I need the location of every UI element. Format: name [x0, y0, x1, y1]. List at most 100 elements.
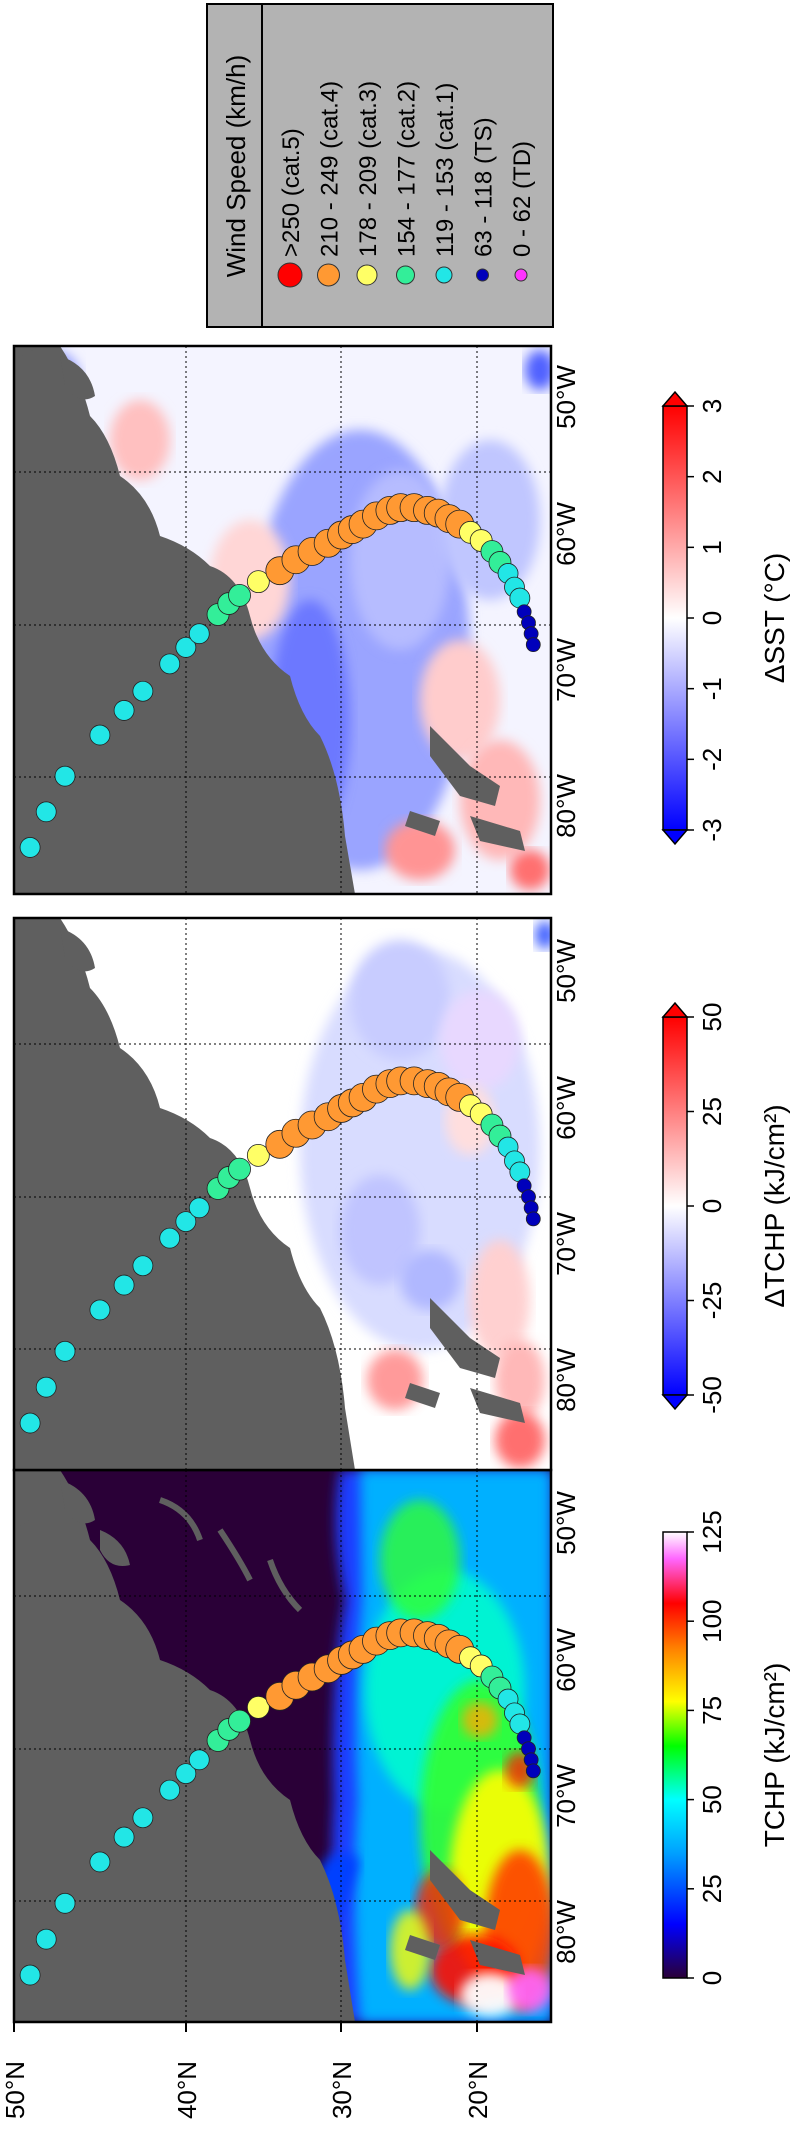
tchp-storm-track: [19, 1618, 541, 1986]
lon-tick-label: 60°W: [551, 1076, 581, 1140]
colorbar-tick-label: 125: [697, 1510, 727, 1553]
tchp-grid: [14, 1470, 551, 2022]
lon-tick-label: 80°W: [551, 774, 581, 838]
lon-tick-label: 50°W: [551, 939, 581, 1003]
legend-marker: [317, 263, 340, 287]
track-point: [19, 837, 41, 858]
colorbar-tick-label: -1: [697, 677, 727, 700]
lon-tick-label: 80°W: [551, 1900, 581, 1964]
delta-tchp-colorbar-label: ΔTCHP (kJ/cm²): [759, 1104, 790, 1307]
colorbar-tick-label: 0: [697, 1199, 727, 1213]
delta-tchp-map-panel: [12, 916, 553, 1472]
delta-tchp-colorbar-max-arrow: [661, 1001, 689, 1018]
colorbar-tick-label: 3: [697, 399, 727, 413]
legend-marker: [356, 264, 378, 286]
track-point: [113, 700, 135, 721]
legend-entries: >250 (cat.5) 210 - 249 (cat.4) 178 - 209 (…: [277, 81, 536, 288]
track-point: [113, 1274, 135, 1296]
legend-marker: [435, 266, 453, 284]
wind-speed-legend: Wind Speed (km/h) >250 (cat.5) 210 - 249 …: [206, 3, 554, 328]
lon-tick-label: 60°W: [551, 1628, 581, 1692]
tchp-colorbar-bar: [662, 1531, 688, 1979]
track-point: [89, 1299, 111, 1321]
delta-tchp-frame: [12, 916, 553, 1472]
track-point: [132, 680, 154, 702]
legend-marker: [476, 268, 489, 282]
delta-sst-grid: [14, 346, 551, 894]
colorbar-tick-label: -2: [697, 748, 727, 771]
track-point: [54, 1892, 76, 1914]
delta-sst-colorbar-max-arrow: [661, 390, 689, 407]
lat-tick-label: 50°N: [0, 2061, 30, 2119]
legend-label: 0 - 62 (TD): [509, 141, 536, 257]
legend-box: [206, 3, 554, 328]
lat-tick-label: 30°N: [327, 2061, 357, 2119]
tchp-map-panel: [12, 1468, 553, 2024]
legend-marker: [277, 262, 303, 288]
legend-title: Wind Speed (km/h): [221, 55, 251, 278]
colorbar-tick-label: 50: [697, 1003, 727, 1032]
delta-sst-map-panel: [12, 344, 553, 896]
track-point: [188, 623, 210, 645]
latitude-axis: 50°N 40°N 30°N 20°N: [0, 2022, 493, 2119]
track-point: [246, 570, 270, 594]
lon-tick-label: 50°W: [551, 1491, 581, 1555]
lon-tick-label: 50°W: [551, 365, 581, 429]
delta-sst-colorbar-min-arrow: [661, 829, 689, 846]
tchp-colorbar: 0 25 50 75 100 125 TCHP (kJ/cm²): [662, 1510, 790, 1985]
delta-tchp-land: [14, 918, 525, 1470]
track-point: [525, 1211, 541, 1227]
delta-tchp-colorbar-ticks: -50 -25 0 25 50: [687, 1003, 727, 1414]
legend-label: 119 - 153 (cat.1): [432, 83, 459, 257]
lon-tick-label: 70°W: [551, 638, 581, 702]
track-point: [89, 724, 111, 746]
track-point: [35, 801, 57, 823]
tchp-colorbar-ticks: 0 25 50 75 100 125: [687, 1510, 727, 1985]
legend-label: >250 (cat.5): [278, 128, 305, 257]
legend-marker: [514, 268, 528, 282]
track-point: [246, 1695, 270, 1719]
colorbar-tick-label: 100: [697, 1600, 727, 1643]
track-point: [89, 1851, 111, 1873]
colorbar-tick-label: -25: [697, 1282, 727, 1320]
lat-tick-label: 40°N: [172, 2061, 202, 2119]
delta-tchp-colorbar-bar: [662, 1016, 688, 1396]
delta-tchp-colorbar-min-arrow: [661, 1394, 689, 1411]
delta-tchp-colorbar: -50 -25 0 25 50 ΔTCHP (kJ/cm²): [661, 1001, 790, 1414]
track-point: [246, 1143, 270, 1167]
legend-label: 178 - 209 (cat.3): [355, 81, 382, 257]
track-point: [159, 653, 181, 675]
tchp-colorbar-label: TCHP (kJ/cm²): [759, 1663, 790, 1848]
delta-sst-storm-track: [19, 493, 541, 858]
colorbar-tick-label: 25: [697, 1874, 727, 1903]
lon-tick-label: 70°W: [551, 1212, 581, 1276]
track-point: [525, 1763, 541, 1779]
colorbar-tick-label: 25: [697, 1097, 727, 1126]
colorbar-tick-label: 75: [697, 1696, 727, 1725]
lat-tick-label: 20°N: [463, 2061, 493, 2119]
delta-sst-colorbar: -3 -2 -1 0 1 2 3 ΔSST (°C): [661, 390, 790, 846]
track-point: [228, 1157, 251, 1181]
track-point: [132, 1255, 154, 1277]
delta-sst-land: [14, 346, 525, 894]
colorbar-tick-label: -3: [697, 818, 727, 841]
track-point: [175, 637, 197, 658]
track-point: [188, 1197, 210, 1219]
track-point: [19, 1412, 41, 1434]
track-point: [175, 1211, 197, 1232]
legend-label: 63 - 118 (TS): [471, 117, 498, 257]
colorbar-tick-label: 0: [697, 1971, 727, 1985]
colorbar-tick-label: 1: [697, 540, 727, 554]
track-point: [175, 1763, 197, 1784]
colorbar-tick-label: 0: [697, 611, 727, 625]
longitude-axis-delta-tchp: 80°W 70°W 60°W 50°W: [551, 939, 581, 1412]
delta-sst-colorbar-bar: [662, 405, 688, 831]
legend-label: 210 - 249 (cat.4): [317, 81, 344, 257]
delta-sst-colorbar-ticks: -3 -2 -1 0 1 2 3: [687, 399, 727, 842]
track-point: [228, 583, 251, 607]
delta-tchp-field: [14, 918, 551, 1470]
track-point: [132, 1807, 154, 1829]
colorbar-tick-label: -50: [697, 1376, 727, 1414]
colorbar-tick-label: 2: [697, 469, 727, 483]
